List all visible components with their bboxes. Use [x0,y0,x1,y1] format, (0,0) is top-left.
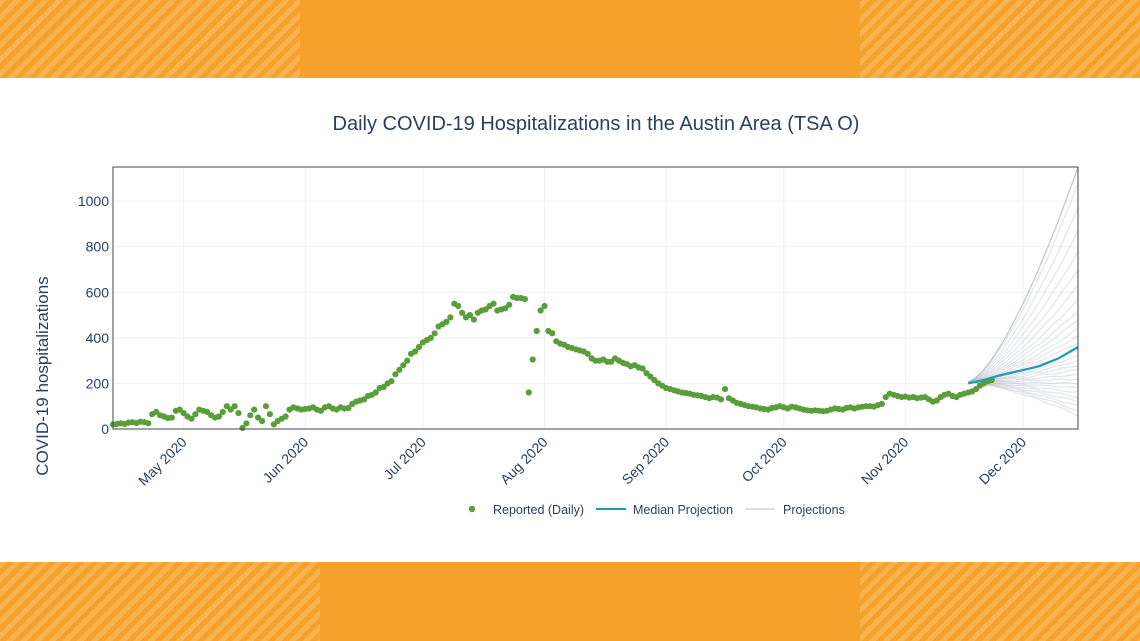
reported-point [404,357,411,364]
hospitalization-chart: Daily COVID-19 Hospitalizations in the A… [33,113,1079,517]
reported-point [455,302,462,310]
reported-point [400,362,407,369]
reported-point [266,411,273,418]
x-tick-label: Oct 2020 [738,434,790,486]
projection-line [967,166,1079,383]
reported-point [443,318,450,325]
x-tick-label: Jul 2020 [380,434,429,483]
projection-line [968,319,1079,383]
reported-point [470,316,477,323]
bottom-banner-stripes-left [0,562,320,641]
reported-point [537,307,544,314]
top-banner-graphic [0,0,1140,78]
reported-point [721,386,729,393]
top-banner-stripes-left [0,0,300,78]
reported-points [109,293,995,431]
reported-point [192,411,199,418]
x-tick-label: Aug 2020 [497,434,551,488]
projection-line [968,297,1079,383]
reported-point [235,410,242,417]
projection-line [967,250,1079,383]
projection-line [967,208,1079,383]
bottom-banner-stripes-right [860,562,1140,641]
y-tick-label: 200 [86,375,110,391]
reported-point [168,414,175,421]
median-projection-line [967,346,1079,385]
reported-point [525,389,532,396]
y-tick-label: 0 [101,421,109,437]
reported-point [247,412,254,419]
projection-line [968,270,1079,383]
legend: Reported (Daily) Median Projection Proje… [468,503,845,517]
projection-line [967,167,1079,383]
reported-point [459,309,466,316]
legend-reported-label: Reported (Daily) [493,503,584,517]
reported-point [243,420,250,427]
reported-point [251,406,258,413]
legend-median-label: Median Projection [633,503,733,517]
x-tick-label: Sep 2020 [619,434,673,488]
reported-point [529,356,536,363]
reported-point [219,408,226,415]
y-tick-label: 400 [86,330,110,346]
top-banner-stripes-right [860,0,1140,78]
reported-point [215,413,222,420]
plot-frame [112,166,1079,430]
reported-point [549,330,556,337]
reported-point [396,366,403,373]
x-tick-label: Nov 2020 [858,434,912,488]
reported-point [345,404,352,412]
y-tick-label: 1000 [78,193,109,209]
reported-point [541,302,548,310]
projection-line [968,310,1079,383]
reported-point [717,396,725,403]
x-tick-label: Jun 2020 [259,434,311,486]
chart-title: Daily COVID-19 Hospitalizations in the A… [333,113,860,135]
reported-point [259,417,266,425]
reported-point [412,348,419,355]
reported-point [878,400,886,407]
x-tick-label: May 2020 [135,434,190,489]
bottom-orange-banner [0,562,1140,641]
reported-point [521,296,529,303]
projection-line [967,166,1079,383]
reported-point [490,300,497,307]
reported-point [431,330,438,337]
reported-point [466,312,474,319]
reported-point [506,301,513,308]
x-tick-label: Dec 2020 [976,434,1030,488]
chart-panel: Daily COVID-19 Hospitalizations in the A… [0,78,1140,562]
y-axis-label: COVID-19 hospitalizations [33,276,52,475]
legend-projections-label: Projections [783,503,845,517]
y-tick-labels: 0 200 400 600 800 1000 [78,193,109,437]
projection-line [967,183,1079,383]
reported-point [145,420,152,427]
reported-point [388,378,395,385]
reported-point [392,371,399,378]
reported-point [584,350,591,357]
reported-point [427,334,434,341]
median-projection [967,346,1079,385]
legend-reported-marker [468,505,476,513]
y-tick-label: 800 [86,239,110,255]
reported-point [372,389,379,396]
reported-point [415,343,423,351]
top-orange-banner [0,0,1140,78]
reported-point [262,403,270,410]
grid-lines [113,167,1078,430]
reported-point [533,327,540,335]
projection-lines [967,166,1079,417]
projection-line [968,284,1079,383]
projection-line [967,229,1079,383]
bottom-banner-graphic [0,562,1140,641]
y-tick-label: 600 [86,284,110,300]
reported-point [188,415,195,422]
x-tick-labels: May 2020 Jun 2020 Jul 2020 Aug 2020 Sep 2020… [135,434,1029,489]
reported-point [639,365,646,372]
reported-point [231,403,238,410]
reported-point [447,314,454,321]
reported-point [282,413,289,420]
